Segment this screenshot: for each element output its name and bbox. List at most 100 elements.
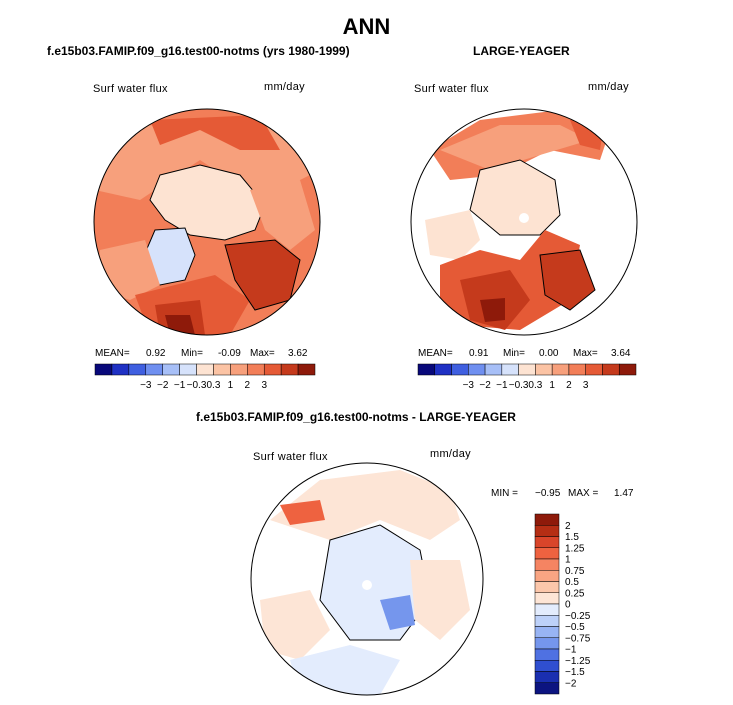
difference-colorbar-swatch-1 xyxy=(534,525,560,537)
panel-2-colorbar-tick-label: 2 xyxy=(566,380,572,391)
panel-1-colorbar-swatch-3 xyxy=(145,363,163,376)
panel-2-mean-value: 0.91 xyxy=(469,348,489,359)
panel-2-colorbar-swatch-7 xyxy=(535,363,553,376)
panel-2-units-label: mm/day xyxy=(588,81,629,93)
difference-colorbar-tick-label: 0.75 xyxy=(565,566,585,577)
panel-1-subtitle: f.e15b03.FAMIP.f09_g16.test00-notms (yrs… xyxy=(47,44,350,58)
difference-pole-hole xyxy=(362,580,372,590)
panel-2-colorbar-swatch-5 xyxy=(501,363,519,376)
panel-2-pole-hole xyxy=(519,213,529,223)
panel-2-map-border xyxy=(410,108,638,336)
difference-colorbar-swatch-11 xyxy=(534,637,560,650)
difference-colorbar-swatch-15 xyxy=(534,682,560,695)
difference-subtitle: f.e15b03.FAMIP.f09_g16.test00-notms - LA… xyxy=(196,410,516,424)
panel-2-min-label: Min= xyxy=(503,348,525,359)
panel-1-colorbar: −3 −2 −1 −0.3 0.3 1 2 3 xyxy=(94,363,316,391)
panel-2-colorbar-swatch-8 xyxy=(551,363,570,376)
difference-siberia xyxy=(410,560,470,640)
panel-1-mean-label: MEAN= xyxy=(95,348,130,359)
difference-colorbar-swatch-14 xyxy=(534,671,560,683)
panel-2-map xyxy=(410,108,638,336)
panel-1-colorbar-swatch-4 xyxy=(162,363,180,376)
panel-2-bering xyxy=(440,125,590,170)
difference-negative-spot xyxy=(380,595,415,630)
panel-1-colorbar-tick-label: −3 xyxy=(140,380,152,391)
difference-colorbar-tick-label: −1.5 xyxy=(565,667,585,678)
panel-2-max-label: Max= xyxy=(573,348,598,359)
difference-colorbar-tick-label: 0.5 xyxy=(565,577,579,588)
panel-1-north-pacific xyxy=(150,115,280,150)
difference-units-label: mm/day xyxy=(430,448,471,460)
panel-2-baffin xyxy=(425,210,480,260)
difference-map-border xyxy=(250,462,484,696)
difference-colorbar-swatch-0 xyxy=(534,513,560,526)
difference-variable-label: Surf water flux xyxy=(253,451,328,463)
difference-colorbar-tick-label: 1.5 xyxy=(565,532,579,543)
panel-2-colorbar-tick-label: −1 xyxy=(496,380,508,391)
panel-2-max-value: 3.64 xyxy=(611,348,631,359)
panel-2-colorbar-tick-label: 0.3 xyxy=(528,380,542,391)
difference-colorbar-swatch-4 xyxy=(534,558,560,571)
difference-colorbar-swatch-13 xyxy=(534,660,560,672)
panel-2-colorbar-swatch-2 xyxy=(451,363,469,376)
difference-colorbar: 21.51.2510.750.50.250−0.25−0.5−0.75−1−1.… xyxy=(534,513,591,695)
difference-colorbar-tick-label: −0.25 xyxy=(565,611,591,622)
panel-1-colorbar-swatch-5 xyxy=(179,363,197,376)
difference-colorbar-tick-label: −0.75 xyxy=(565,633,591,644)
difference-colorbar-tick-label: −2 xyxy=(565,678,577,689)
difference-north-atlantic xyxy=(290,645,400,695)
panel-2-colorbar-swatch-4 xyxy=(484,363,503,376)
page-title: ANN xyxy=(342,14,391,39)
difference-colorbar-swatch-9 xyxy=(534,615,560,627)
panel-1-colorbar-swatch-0 xyxy=(94,363,113,376)
difference-colorbar-tick-label: 2 xyxy=(565,521,571,532)
panel-1-colorbar-tick-label: 3 xyxy=(261,380,267,391)
difference-colorbar-swatch-2 xyxy=(534,536,560,548)
panel-1-units-label: mm/day xyxy=(264,81,305,93)
difference-canada xyxy=(260,590,330,660)
difference-colorbar-swatch-10 xyxy=(534,626,560,638)
difference-colorbar-tick-label: −0.5 xyxy=(565,622,585,633)
difference-min-value: −0.95 xyxy=(535,488,561,499)
difference-colorbar-swatch-7 xyxy=(534,592,560,605)
panel-1-colorbar-swatch-6 xyxy=(196,363,214,376)
difference-north-pacific xyxy=(270,470,460,540)
panel-1-colorbar-tick-label: −0.3 xyxy=(187,380,207,391)
panel-2-mean-label: MEAN= xyxy=(418,348,453,359)
panel-1-colorbar-swatch-10 xyxy=(263,363,282,376)
panel-1-colorbar-swatch-9 xyxy=(247,363,265,376)
panel-2-colorbar-tick-label: −0.3 xyxy=(509,380,529,391)
difference-colorbar-swatch-6 xyxy=(534,581,560,593)
panel-2-colorbar-swatch-12 xyxy=(618,363,637,376)
difference-colorbar-tick-label: 1.25 xyxy=(565,543,585,554)
panel-1-colorbar-tick-label: −1 xyxy=(174,380,186,391)
panel-2-colorbar-swatch-1 xyxy=(434,363,452,376)
panel-2-colorbar-swatch-10 xyxy=(585,363,603,376)
difference-colorbar-tick-label: −1 xyxy=(565,645,577,656)
panel-2-colorbar-swatch-9 xyxy=(568,363,586,376)
panel-1-colorbar-swatch-12 xyxy=(297,363,316,376)
panel-1-colorbar-swatch-1 xyxy=(111,363,130,376)
panel-1-colorbar-swatch-2 xyxy=(128,363,147,376)
panel-1-arctic-ocean xyxy=(149,164,266,241)
panel-2-colorbar-tick-label: −3 xyxy=(463,380,475,391)
panel-1-min-label: Min= xyxy=(181,348,203,359)
panel-1-colorbar-tick-label: 1 xyxy=(228,380,234,391)
panel-2-min-value: 0.00 xyxy=(539,348,559,359)
panel-1-variable-label: Surf water flux xyxy=(93,83,168,95)
panel-1-colorbar-tick-label: 2 xyxy=(245,380,251,391)
difference-colorbar-tick-label: −1.25 xyxy=(565,656,591,667)
difference-colorbar-swatch-3 xyxy=(534,547,560,560)
panel-2-arctic-ocean xyxy=(469,159,561,236)
panel-2-max-region xyxy=(480,298,505,322)
difference-colorbar-tick-label: 0 xyxy=(565,600,571,611)
difference-min-label: MIN = xyxy=(491,488,518,499)
panel-1-mean-value: 0.92 xyxy=(146,348,166,359)
panel-2-nordic-seas xyxy=(539,249,596,311)
panel-1-max-label: Max= xyxy=(250,348,275,359)
panel-1-map xyxy=(93,108,321,336)
panel-1-colorbar-tick-label: −2 xyxy=(157,380,169,391)
difference-max-label: MAX = xyxy=(568,488,599,499)
panel-2-colorbar-swatch-3 xyxy=(468,363,486,376)
panel-2-colorbar-tick-label: 1 xyxy=(549,380,555,391)
